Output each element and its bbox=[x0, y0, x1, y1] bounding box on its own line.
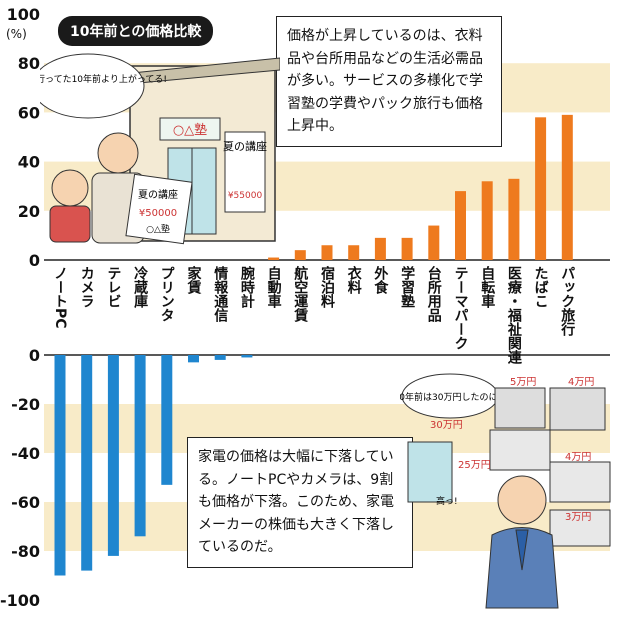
bar-12 bbox=[374, 237, 386, 260]
speech-top: 長男が行ってた10年前より上がってる! bbox=[40, 73, 167, 85]
school-sign-board bbox=[159, 117, 221, 141]
man-head-bottom bbox=[497, 475, 547, 525]
tag-2: 5万円 bbox=[510, 377, 536, 388]
note-price-decrease: 家電の価格は大幅に下落している。ノートPCやカメラは、9割も価格が下落。このため… bbox=[187, 437, 413, 568]
speech-bubble-top bbox=[40, 53, 145, 119]
price-tags: 30万円 5万円 4万円 25万円 4万円 3万円 bbox=[430, 377, 594, 523]
bar-15 bbox=[455, 191, 466, 260]
bar-5 bbox=[188, 355, 199, 363]
flyer-sign: ○△塾 bbox=[146, 223, 170, 235]
y-unit: (%) bbox=[6, 27, 27, 41]
chart-title: 10年前との価格比較 bbox=[58, 16, 214, 46]
y-tick--20: -20 bbox=[11, 395, 40, 414]
laptop-3 bbox=[549, 509, 611, 547]
flyer-price: ¥50000 bbox=[139, 208, 177, 219]
y-tick-0-bottom: 0 bbox=[29, 346, 40, 365]
tag-1: 30万円 bbox=[430, 420, 463, 431]
tag-5: 4万円 bbox=[565, 452, 591, 463]
bar-19 bbox=[561, 114, 573, 260]
bar-4 bbox=[161, 355, 173, 485]
bar-9 bbox=[294, 250, 306, 260]
bar-17 bbox=[508, 178, 520, 260]
boy-head bbox=[51, 169, 89, 207]
category-label-1: カメラ bbox=[79, 266, 95, 308]
category-label-9: 航空運賃 bbox=[292, 265, 309, 323]
desktop-pc-1 bbox=[494, 387, 546, 429]
school-illustration: ○△塾 夏の講座 ¥55000 長男が行ってた10年前より上がってる! 夏の講座… bbox=[40, 53, 280, 245]
school-sign: ○△塾 bbox=[173, 122, 207, 138]
category-label-3: 冷蔵庫 bbox=[132, 265, 148, 309]
laptop-1 bbox=[489, 429, 551, 471]
category-label-8: 自動車 bbox=[266, 265, 282, 309]
category-labels: ノートPC カメラ テレビ 冷蔵庫 プリンタ 家賃 情報通信 腕時計 自動車 航空運賃 宿泊料 衣料外… bbox=[52, 265, 576, 365]
category-label-13: 学習塾 bbox=[399, 265, 415, 308]
category-label-6: 情報通信 bbox=[212, 265, 228, 323]
bar-14 bbox=[428, 225, 440, 260]
category-label-7: 腕時計 bbox=[239, 265, 255, 309]
category-label-11: 衣料 bbox=[346, 265, 362, 295]
poster-price: ¥55000 bbox=[228, 191, 263, 201]
y-tick-80: 80 bbox=[18, 54, 40, 73]
category-label-15: テーマパーク bbox=[453, 266, 469, 350]
bars bbox=[54, 114, 573, 576]
tag-4: 25万円 bbox=[458, 460, 491, 471]
poster bbox=[224, 131, 266, 213]
bar-1 bbox=[81, 355, 93, 571]
bar-0 bbox=[54, 355, 66, 576]
category-label-5: 家賃 bbox=[186, 265, 203, 295]
man-tie bbox=[515, 529, 529, 571]
category-label-12: 外食 bbox=[372, 265, 388, 295]
exclaim: 高っ! bbox=[436, 495, 458, 507]
bar-3 bbox=[134, 355, 146, 537]
category-label-16: 自転車 bbox=[479, 265, 495, 309]
bar-8 bbox=[268, 257, 280, 260]
y-tick-0-top: 0 bbox=[29, 251, 40, 270]
category-label-10: 宿泊料 bbox=[319, 265, 335, 309]
desktop-pc-2 bbox=[549, 387, 606, 431]
category-label-2: テレビ bbox=[105, 266, 121, 308]
poster-title: 夏の講座 bbox=[223, 139, 267, 153]
bar-13 bbox=[401, 237, 413, 260]
category-label-17: 医療・福祉関連 bbox=[506, 266, 523, 365]
boy-body bbox=[49, 205, 91, 243]
electronics-illustration: 10年前は30万円したのに… 30万円 5万円 4万円 25万円 4万円 3万円… bbox=[400, 373, 611, 609]
speech-bottom: 10年前は30万円したのに… bbox=[400, 391, 506, 403]
y-tick--100: -100 bbox=[0, 591, 40, 610]
category-label-0: ノートPC bbox=[52, 266, 68, 329]
bar-18 bbox=[535, 117, 547, 260]
y-tick-20: 20 bbox=[18, 202, 40, 221]
bar-11 bbox=[348, 245, 360, 260]
laptop-2 bbox=[549, 461, 611, 503]
bar-6 bbox=[214, 355, 226, 360]
y-tick-60: 60 bbox=[18, 103, 40, 122]
y-tick-100: 100 bbox=[7, 5, 40, 24]
bar-10 bbox=[321, 245, 333, 260]
tag-6: 3万円 bbox=[565, 512, 591, 523]
man-head bbox=[97, 132, 139, 174]
y-tick--60: -60 bbox=[11, 493, 40, 512]
category-label-4: プリンタ bbox=[159, 266, 175, 322]
category-label-14: 台所用品 bbox=[426, 265, 442, 323]
tv-screen bbox=[407, 441, 453, 503]
flyer-title: 夏の講座 bbox=[138, 188, 178, 201]
note-price-increase: 価格が上昇しているのは、衣料品や台所用品などの生活必需品が多い。サービスの多様化… bbox=[276, 16, 502, 147]
flyer bbox=[125, 173, 193, 245]
y-tick--80: -80 bbox=[11, 542, 40, 561]
y-tick-40: 40 bbox=[18, 153, 40, 172]
y-tick--40: -40 bbox=[11, 444, 40, 463]
bar-2 bbox=[107, 355, 119, 556]
category-label-19: パック旅行 bbox=[559, 266, 576, 337]
tag-3: 4万円 bbox=[568, 377, 594, 388]
bar-7 bbox=[241, 355, 253, 358]
bar-16 bbox=[481, 181, 493, 260]
category-label-18: たばこ bbox=[533, 266, 549, 308]
